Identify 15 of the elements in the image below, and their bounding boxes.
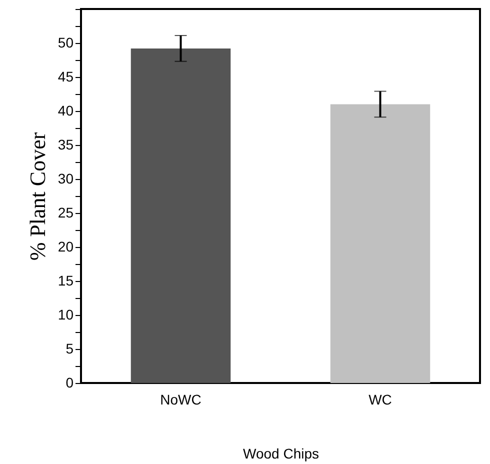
y-tick-label: 30 — [58, 170, 74, 186]
y-tick-label: 35 — [58, 136, 74, 152]
y-tick-label: 5 — [66, 340, 74, 356]
y-tick-label: 15 — [58, 272, 74, 288]
y-tick-label: 0 — [66, 374, 74, 390]
y-tick-label: 40 — [58, 102, 74, 118]
y-tick-label: 10 — [58, 306, 74, 322]
y-tick-label: 25 — [58, 204, 74, 220]
y-tick-label: 50 — [58, 34, 74, 50]
y-axis-title: % Plant Cover — [24, 132, 50, 261]
y-tick-label: 20 — [58, 238, 74, 254]
y-tick-label: 45 — [58, 68, 74, 84]
x-tick-label: NoWC — [160, 392, 202, 408]
x-axis-title: Wood Chips — [242, 446, 320, 462]
x-tick-label: WC — [368, 392, 392, 408]
